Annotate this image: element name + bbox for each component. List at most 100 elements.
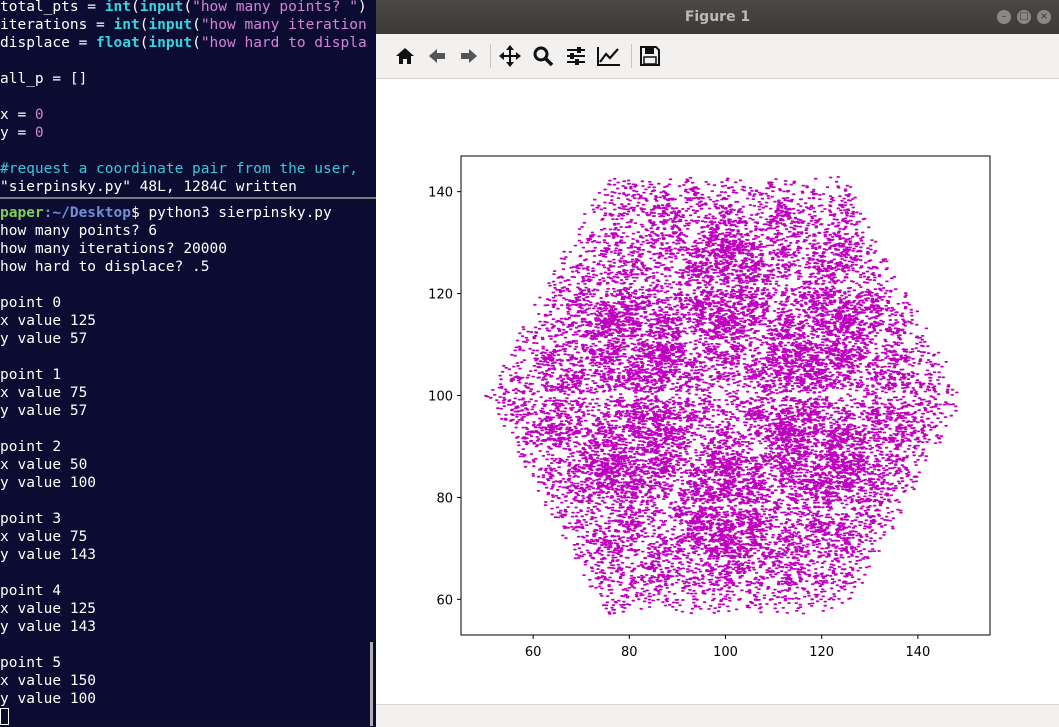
shell-line: point 2 (0, 439, 62, 455)
code-token: ) (357, 0, 367, 15)
code-token: "how hard to displa (200, 35, 367, 51)
y-tick-label: 120 (428, 288, 453, 303)
shell-line: point 4 (0, 583, 62, 599)
y-tick-label: 80 (436, 491, 453, 506)
shell-line: point 3 (0, 511, 62, 527)
x-tick-label: 100 (713, 645, 738, 660)
editor-line: "sierpinsky.py" 48L, 1284C written (0, 178, 297, 196)
shell-line: x value 75 (0, 529, 88, 545)
vim-editor[interactable]: total_pts = int(input("how many points? … (0, 0, 376, 198)
editor-line: displace = float(input("how hard to disp… (0, 34, 367, 52)
code-token: "how many iteration (200, 17, 367, 33)
prompt-path: :~/Desktop (43, 205, 131, 221)
code-token: ( (183, 0, 193, 15)
back-arrow-icon[interactable] (422, 42, 452, 70)
shell-line: y value 100 (0, 475, 97, 491)
zoom-icon[interactable] (528, 42, 558, 70)
forward-arrow-icon[interactable] (454, 42, 484, 70)
code-token: input (148, 35, 193, 51)
y-tick-label: 140 (428, 186, 453, 201)
code-token: all_p = [] (0, 71, 88, 87)
code-token: 0 (34, 125, 44, 141)
toolbar-separator (631, 44, 632, 68)
x-tick-label: 60 (525, 645, 542, 660)
minimize-icon[interactable]: – (997, 10, 1011, 24)
editor-line: #request a coordinate pair from the user… (0, 160, 358, 178)
scatter-points (484, 176, 959, 615)
shell-line: point 0 (0, 295, 62, 311)
y-tick-label: 60 (436, 593, 453, 608)
code-token: 0 (34, 107, 44, 123)
plot-axes (460, 155, 991, 636)
code-token: x = (0, 107, 35, 123)
code-token: ( (139, 17, 149, 33)
code-token: ( (139, 35, 149, 51)
y-axis-ticks: 60 80 100 120 140 (428, 186, 461, 608)
shell-prompt-line: paper:~/Desktop$ python3 sierpinsky.py (0, 204, 332, 222)
code-token: ( (130, 0, 140, 15)
shell-line: y value 57 (0, 403, 88, 419)
terminal[interactable]: total_pts = int(input("how many points? … (0, 0, 376, 726)
shell-output[interactable]: paper:~/Desktop$ python3 sierpinsky.py h… (0, 204, 376, 707)
code-token: int (113, 17, 140, 33)
figure-toolbar (376, 34, 1059, 79)
prompt-symbol: $ (130, 205, 149, 221)
editor-line: total_pts = int(input("how many points? … (0, 0, 367, 16)
shell-line: x value 125 (0, 313, 97, 329)
terminal-scrollbar[interactable] (370, 642, 373, 726)
y-tick-label: 100 (428, 390, 453, 405)
code-token: input (148, 17, 193, 33)
figure-statusbar (376, 704, 1059, 727)
scatter-point-cloud (484, 176, 959, 615)
code-token: #request a coordinate pair from the user… (0, 161, 358, 177)
shell-line: y value 143 (0, 547, 97, 563)
editor-line: all_p = [] (0, 70, 87, 88)
shell-line: point 1 (0, 367, 62, 383)
editor-line: y = 0 (0, 124, 44, 142)
shell-line: x value 150 (0, 673, 97, 689)
window-titlebar[interactable]: Figure 1 – □ × (376, 0, 1059, 34)
terminal-cursor (0, 708, 9, 725)
shell-line: x value 50 (0, 457, 88, 473)
shell-line: x value 125 (0, 601, 97, 617)
x-tick-label: 120 (809, 645, 834, 660)
pane-divider (0, 197, 376, 199)
editor-line: x = 0 (0, 106, 44, 124)
window-title: Figure 1 (684, 9, 751, 25)
code-token: y = (0, 125, 35, 141)
x-tick-label: 80 (621, 645, 638, 660)
code-token: iterations = (0, 17, 114, 33)
code-token: total_pts = (0, 0, 105, 15)
shell-line: y value 143 (0, 619, 97, 635)
figure-window[interactable]: Figure 1 – □ × (376, 0, 1059, 727)
figure-canvas[interactable]: 60 80 100 120 140 60 80 100 120 140 (376, 79, 1059, 704)
code-token: int (104, 0, 131, 15)
maximize-icon[interactable]: □ (1017, 10, 1031, 24)
save-icon[interactable] (635, 42, 665, 70)
code-token: ( (192, 35, 201, 51)
pan-icon[interactable] (495, 42, 525, 70)
scatter-plot[interactable]: 60 80 100 120 140 60 80 100 120 140 (376, 79, 1059, 704)
x-axis-ticks: 60 80 100 120 140 (525, 635, 930, 660)
code-token: "sierpinsky.py" 48L, 1284C written (0, 179, 297, 195)
editor-line: iterations = int(input("how many iterati… (0, 16, 367, 34)
shell-line: point 5 (0, 655, 62, 671)
configure-subplots-icon[interactable] (561, 42, 591, 70)
toolbar-separator (490, 44, 491, 68)
x-tick-label: 140 (905, 645, 930, 660)
code-token: ( (192, 17, 201, 33)
shell-line: x value 75 (0, 385, 88, 401)
code-token: float (96, 35, 140, 51)
shell-line: y value 100 (0, 691, 97, 707)
code-token: "how many points? " (192, 0, 358, 15)
code-token: displace = (0, 35, 97, 51)
edit-axis-icon[interactable] (594, 42, 624, 70)
shell-line: how many points? 6 (0, 223, 158, 239)
shell-command: python3 sierpinsky.py (148, 205, 332, 221)
shell-line: y value 57 (0, 331, 88, 347)
prompt-user: paper (0, 205, 44, 221)
shell-line: how hard to displace? .5 (0, 259, 210, 275)
close-icon[interactable]: × (1037, 10, 1051, 24)
shell-line: how many iterations? 20000 (0, 241, 227, 257)
home-icon[interactable] (390, 42, 420, 70)
